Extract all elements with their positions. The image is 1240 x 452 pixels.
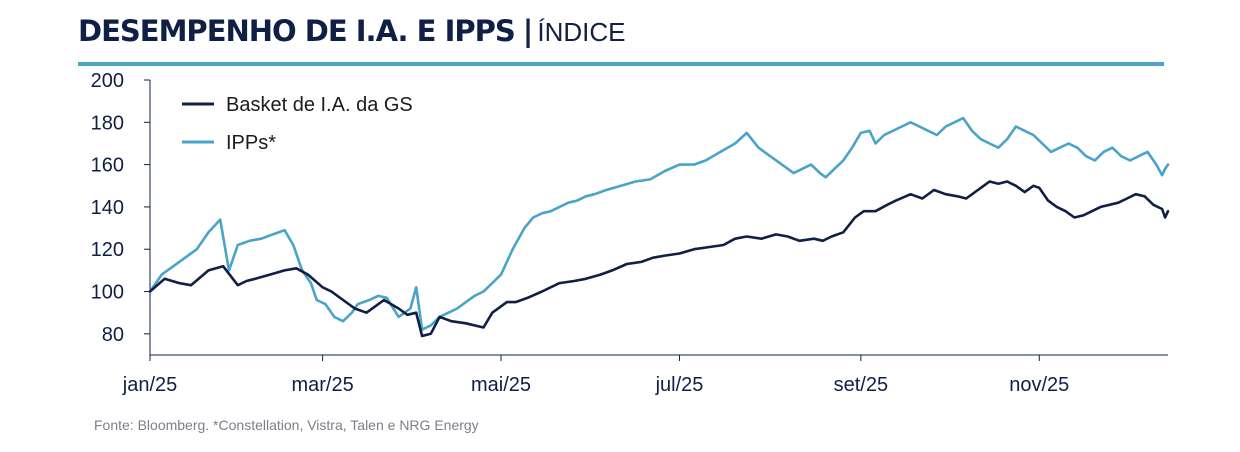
x-tick-label: jan/25 bbox=[122, 374, 178, 396]
y-tick-label: 120 bbox=[91, 239, 124, 261]
y-tick-label: 160 bbox=[91, 155, 124, 177]
series-line-ipps bbox=[148, 116, 1170, 331]
x-tick-label: mar/25 bbox=[291, 374, 353, 396]
x-tick-label: jul/25 bbox=[655, 374, 704, 396]
x-tick-label: set/25 bbox=[834, 374, 888, 396]
y-tick-label: 80 bbox=[102, 324, 124, 346]
source-note: Fonte: Bloomberg. *Constellation, Vistra… bbox=[94, 417, 479, 433]
title-separator: | bbox=[522, 14, 534, 48]
series-line-basket-ia bbox=[148, 180, 1170, 338]
title-rule bbox=[78, 62, 1164, 66]
y-tick-label: 180 bbox=[91, 112, 124, 134]
y-tick-label: 140 bbox=[91, 197, 124, 219]
title-main: DESEMPENHO DE I.A. E IPPS bbox=[78, 14, 516, 48]
legend-label-ipps: IPPs* bbox=[226, 132, 276, 154]
y-tick-label: 200 bbox=[91, 70, 124, 92]
legend-label-basket-ia: Basket de I.A. da GS bbox=[226, 94, 413, 116]
chart-title: DESEMPENHO DE I.A. E IPPS | ÍNDICE bbox=[78, 14, 625, 54]
y-tick-label: 100 bbox=[91, 282, 124, 304]
title-subtitle: ÍNDICE bbox=[537, 17, 626, 47]
x-tick-label: mai/25 bbox=[471, 374, 531, 396]
x-tick-label: nov/25 bbox=[1009, 374, 1069, 396]
